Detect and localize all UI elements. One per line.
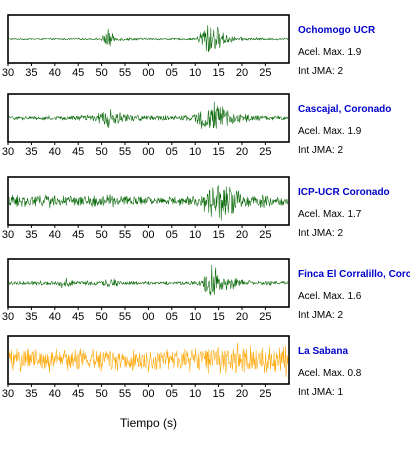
x-tick-label: 20: [236, 388, 248, 400]
x-tick-label: 20: [236, 67, 248, 79]
waveform-trace: [8, 342, 289, 378]
x-tick-label: 45: [72, 146, 84, 158]
x-tick-label: 55: [119, 229, 131, 241]
x-tick-label: 55: [119, 146, 131, 158]
station-name: ICP-UCR Coronado: [298, 187, 390, 198]
x-tick-label: 40: [49, 388, 61, 400]
int-jma-text: Int JMA: 2: [298, 66, 343, 77]
x-tick-label: 50: [95, 67, 107, 79]
x-tick-label: 30: [2, 67, 14, 79]
x-tick-label: 10: [189, 229, 201, 241]
x-tick-label: 30: [2, 146, 14, 158]
accel-max-text: Acel. Max. 1.6: [298, 291, 362, 302]
x-tick-label: 05: [166, 146, 178, 158]
x-tick-label: 00: [142, 229, 154, 241]
x-tick-label: 05: [166, 229, 178, 241]
x-tick-label: 10: [189, 388, 201, 400]
x-tick-label: 00: [142, 67, 154, 79]
x-tick-label: 30: [2, 229, 14, 241]
x-tick-label: 50: [95, 146, 107, 158]
x-tick-label: 20: [236, 146, 248, 158]
x-tick-label: 05: [166, 67, 178, 79]
x-tick-label: 35: [25, 67, 37, 79]
x-tick-label: 05: [166, 388, 178, 400]
accel-max-text: Acel. Max. 0.8: [298, 368, 362, 379]
int-jma-text: Int JMA: 2: [298, 310, 343, 321]
x-tick-label: 20: [236, 311, 248, 323]
waveform-trace: [8, 101, 289, 129]
x-tick-label: 45: [72, 311, 84, 323]
x-tick-label: 40: [49, 229, 61, 241]
x-tick-label: 40: [49, 67, 61, 79]
station-name: Finca El Corralillo, Corona: [298, 269, 410, 280]
x-tick-label: 25: [259, 311, 271, 323]
x-tick-label: 15: [212, 311, 224, 323]
x-tick-label: 20: [236, 229, 248, 241]
x-tick-label: 35: [25, 311, 37, 323]
station-name: Cascajal, Coronado: [298, 104, 391, 115]
x-tick-label: 45: [72, 67, 84, 79]
x-tick-label: 45: [72, 388, 84, 400]
x-tick-label: 35: [25, 229, 37, 241]
x-tick-label: 25: [259, 146, 271, 158]
waveform-trace: [8, 24, 289, 52]
x-tick-label: 10: [189, 311, 201, 323]
station-name: La Sabana: [298, 346, 348, 357]
x-tick-label: 15: [212, 388, 224, 400]
x-tick-label: 35: [25, 388, 37, 400]
x-tick-label: 40: [49, 146, 61, 158]
int-jma-text: Int JMA: 1: [298, 387, 343, 398]
x-tick-label: 10: [189, 67, 201, 79]
int-jma-text: Int JMA: 2: [298, 145, 343, 156]
x-tick-label: 00: [142, 388, 154, 400]
x-tick-label: 25: [259, 388, 271, 400]
x-axis-label: Tiempo (s): [120, 416, 177, 430]
x-tick-label: 50: [95, 229, 107, 241]
x-tick-label: 55: [119, 388, 131, 400]
x-tick-label: 25: [259, 67, 271, 79]
int-jma-text: Int JMA: 2: [298, 228, 343, 239]
x-tick-label: 05: [166, 311, 178, 323]
x-tick-label: 30: [2, 311, 14, 323]
x-tick-label: 10: [189, 146, 201, 158]
station-name: Ochomogo UCR: [298, 25, 376, 36]
x-tick-label: 30: [2, 388, 14, 400]
accel-max-text: Acel. Max. 1.7: [298, 209, 362, 220]
x-tick-label: 55: [119, 67, 131, 79]
x-tick-label: 15: [212, 229, 224, 241]
accel-max-text: Acel. Max. 1.9: [298, 47, 362, 58]
x-tick-label: 00: [142, 311, 154, 323]
x-tick-label: 15: [212, 146, 224, 158]
accel-max-text: Acel. Max. 1.9: [298, 126, 362, 137]
x-tick-label: 35: [25, 146, 37, 158]
x-tick-label: 55: [119, 311, 131, 323]
x-tick-label: 50: [95, 388, 107, 400]
waveform-trace: [8, 185, 289, 221]
x-tick-label: 45: [72, 229, 84, 241]
x-tick-label: 50: [95, 311, 107, 323]
x-tick-label: 25: [259, 229, 271, 241]
waveform-trace: [8, 264, 289, 296]
x-tick-label: 00: [142, 146, 154, 158]
x-tick-label: 40: [49, 311, 61, 323]
x-tick-label: 15: [212, 67, 224, 79]
